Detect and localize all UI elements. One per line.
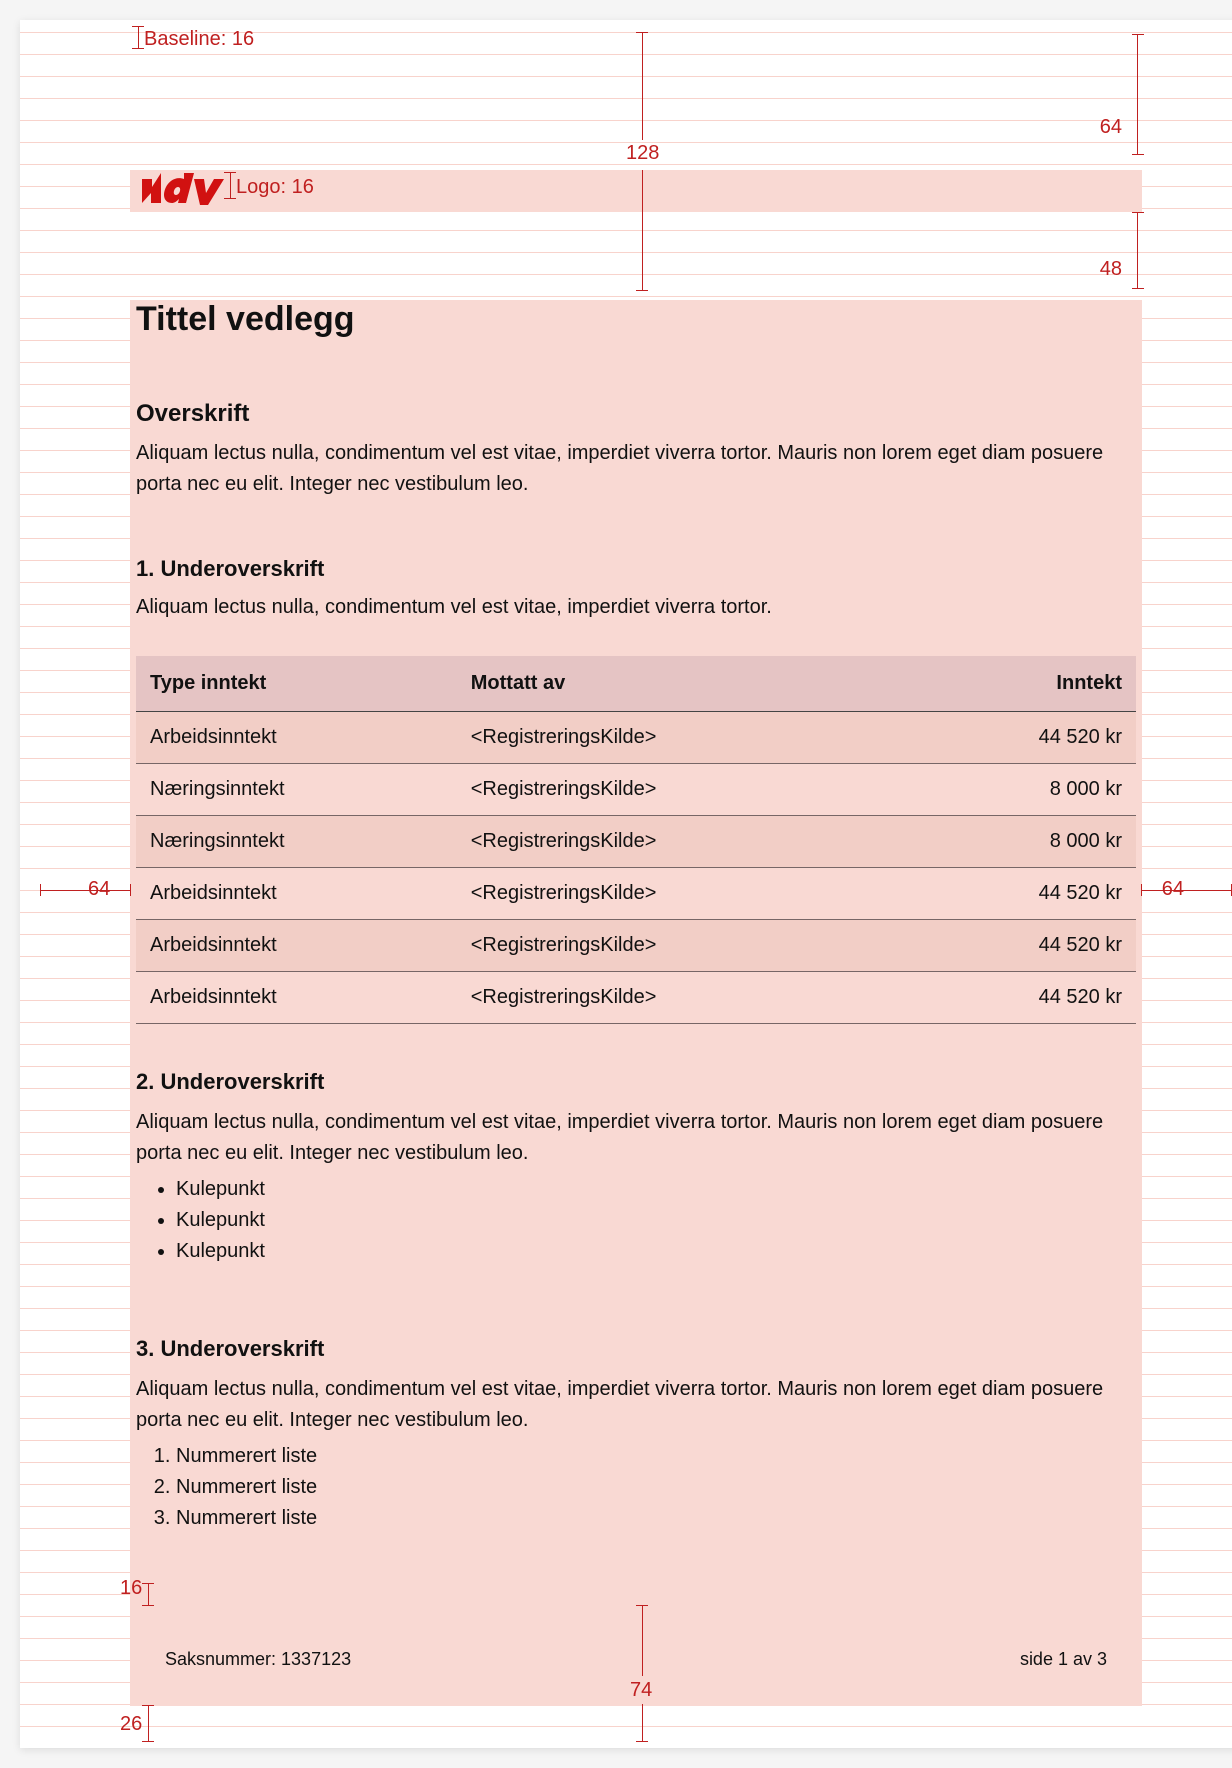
list-item: Nummerert liste	[176, 1472, 317, 1503]
income-table: Type inntekt Mottatt av Inntekt Arbeidsi…	[136, 656, 1136, 1024]
table-row: Arbeidsinntekt<RegistreringsKilde>44 520…	[136, 920, 1136, 972]
heading-section-1: 1. Underoverskrift	[136, 556, 324, 582]
document-page: Baseline: 16 128 64 48 Logo: 16 64 64 16…	[20, 20, 1232, 1748]
annotation-48: 48	[1100, 258, 1122, 281]
table-cell: <RegistreringsKilde>	[471, 726, 879, 749]
table-col-header-type: Type inntekt	[150, 672, 471, 695]
table-cell: <RegistreringsKilde>	[471, 882, 879, 905]
list-item: Kulepunkt	[176, 1174, 265, 1205]
section-3-paragraph: Aliquam lectus nulla, condimentum vel es…	[136, 1374, 1136, 1436]
table-cell: Næringsinntekt	[150, 830, 471, 853]
page-title: Tittel vedlegg	[136, 300, 355, 339]
table-col-header-income: Inntekt	[879, 672, 1122, 695]
heading-overskrift: Overskrift	[136, 400, 249, 428]
table-row: Næringsinntekt<RegistreringsKilde>8 000 …	[136, 764, 1136, 816]
intro-paragraph: Aliquam lectus nulla, condimentum vel es…	[136, 438, 1136, 500]
table-cell: Arbeidsinntekt	[150, 726, 471, 749]
table-cell: 8 000 kr	[879, 830, 1122, 853]
table-cell: Arbeidsinntekt	[150, 934, 471, 957]
table-cell: Arbeidsinntekt	[150, 882, 471, 905]
table-row: Næringsinntekt<RegistreringsKilde>8 000 …	[136, 816, 1136, 868]
annotation-64: 64	[1100, 116, 1122, 139]
footer-case-number: Saksnummer: 1337123	[165, 1649, 351, 1670]
table-cell: <RegistreringsKilde>	[471, 934, 879, 957]
table-cell: 44 520 kr	[879, 986, 1122, 1009]
table-row: Arbeidsinntekt<RegistreringsKilde>44 520…	[136, 972, 1136, 1024]
table-row: Arbeidsinntekt<RegistreringsKilde>44 520…	[136, 868, 1136, 920]
heading-section-3: 3. Underoverskrift	[136, 1336, 324, 1362]
list-item: Nummerert liste	[176, 1441, 317, 1472]
list-item: Kulepunkt	[176, 1205, 265, 1236]
table-cell: 44 520 kr	[879, 726, 1122, 749]
annotation-baseline: Baseline: 16	[144, 28, 254, 51]
nav-logo-icon	[136, 172, 226, 208]
table-cell: 44 520 kr	[879, 934, 1122, 957]
list-item: Nummerert liste	[176, 1503, 317, 1534]
table-cell: <RegistreringsKilde>	[471, 830, 879, 853]
table-cell: Næringsinntekt	[150, 778, 471, 801]
numbered-list: Nummerert listeNummerert listeNummerert …	[166, 1441, 317, 1534]
bullet-list: KulepunktKulepunktKulepunkt	[166, 1174, 265, 1267]
table-cell: 44 520 kr	[879, 882, 1122, 905]
table-cell: <RegistreringsKilde>	[471, 778, 879, 801]
table-cell: 8 000 kr	[879, 778, 1122, 801]
table-cell: Arbeidsinntekt	[150, 986, 471, 1009]
section-1-paragraph: Aliquam lectus nulla, condimentum vel es…	[136, 592, 1136, 623]
table-col-header-source: Mottatt av	[471, 672, 879, 695]
annotation-26: 26	[120, 1713, 142, 1736]
annotation-16: 16	[120, 1577, 142, 1600]
annotation-tick	[138, 26, 139, 48]
annotation-74: 74	[630, 1679, 652, 1702]
table-header-row: Type inntekt Mottatt av Inntekt	[136, 656, 1136, 712]
section-2-paragraph: Aliquam lectus nulla, condimentum vel es…	[136, 1107, 1136, 1169]
list-item: Kulepunkt	[176, 1236, 265, 1267]
footer-page-info: side 1 av 3	[1020, 1649, 1107, 1670]
annotation-logo: Logo: 16	[236, 176, 314, 199]
table-cell: <RegistreringsKilde>	[471, 986, 879, 1009]
table-row: Arbeidsinntekt<RegistreringsKilde>44 520…	[136, 712, 1136, 764]
heading-section-2: 2. Underoverskrift	[136, 1069, 324, 1095]
annotation-128: 128	[626, 142, 659, 165]
